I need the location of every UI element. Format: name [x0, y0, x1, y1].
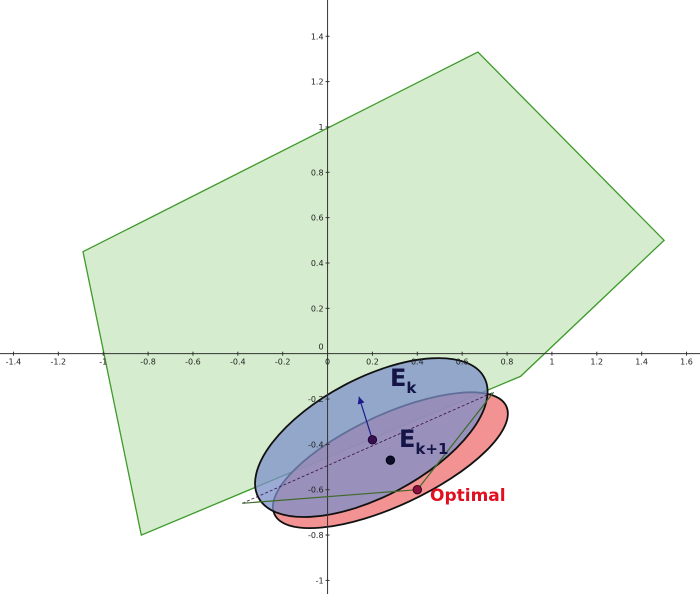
x-tick-label: 0.2: [366, 358, 379, 367]
optimal-label: Optimal: [430, 486, 506, 506]
ek-label-main: E: [390, 364, 406, 392]
dashed-chord: [242, 391, 494, 504]
ek1-label-main: E: [399, 425, 415, 453]
y-tick-label: 1: [318, 123, 323, 132]
ek1-label: Ek+1: [399, 425, 448, 458]
constraint-segment-2: [416, 391, 495, 491]
x-tick-label: -0.2: [275, 358, 291, 367]
gradient-arrow: [358, 396, 374, 441]
y-tick-label: -0.2: [308, 395, 324, 404]
y-tick-label: -0.4: [308, 440, 324, 449]
x-tick-label: -1.2: [51, 358, 67, 367]
feasible-polygon: [82, 51, 666, 537]
x-tick-label: -0.6: [185, 358, 201, 367]
x-tick-label: 0: [325, 358, 330, 367]
x-tick-label: 0.6: [456, 358, 469, 367]
y-tick-label: 0.4: [311, 259, 324, 268]
x-tick-label: -0.4: [230, 358, 246, 367]
ek-label-subscript: k: [406, 379, 417, 397]
y-tick-label: 1.2: [311, 78, 324, 87]
x-tick-label: 1.6: [680, 358, 693, 367]
ek1-center-point: [385, 455, 396, 465]
y-tick-label: 0.8: [311, 168, 324, 177]
y-tick-label: 1.4: [311, 32, 324, 41]
constraint-segment: [242, 489, 418, 504]
y-tick-label: -1: [316, 576, 324, 585]
optimal-point: [412, 485, 423, 495]
x-tick-label: 1.4: [635, 358, 648, 367]
x-tick-label: 1: [549, 358, 554, 367]
ek-center-point: [367, 435, 378, 445]
y-tick-label: -0.6: [308, 486, 324, 495]
origin-label: 0: [318, 343, 323, 352]
x-tick-label: -1.4: [6, 358, 22, 367]
ek1-label-subscript: k+1: [415, 440, 448, 458]
x-tick-label: -1: [99, 358, 107, 367]
x-tick-label: 0.4: [411, 358, 424, 367]
y-tick-label: 0.6: [311, 214, 324, 223]
x-tick-label: -0.8: [140, 358, 156, 367]
gradient-arrow-head: [357, 396, 365, 405]
x-tick-label: 1.2: [590, 358, 603, 367]
ek-label: Ek: [390, 364, 417, 397]
y-tick-label: 0.2: [311, 304, 324, 313]
y-tick-label: -0.8: [308, 531, 324, 540]
x-tick-label: 0.8: [501, 358, 514, 367]
